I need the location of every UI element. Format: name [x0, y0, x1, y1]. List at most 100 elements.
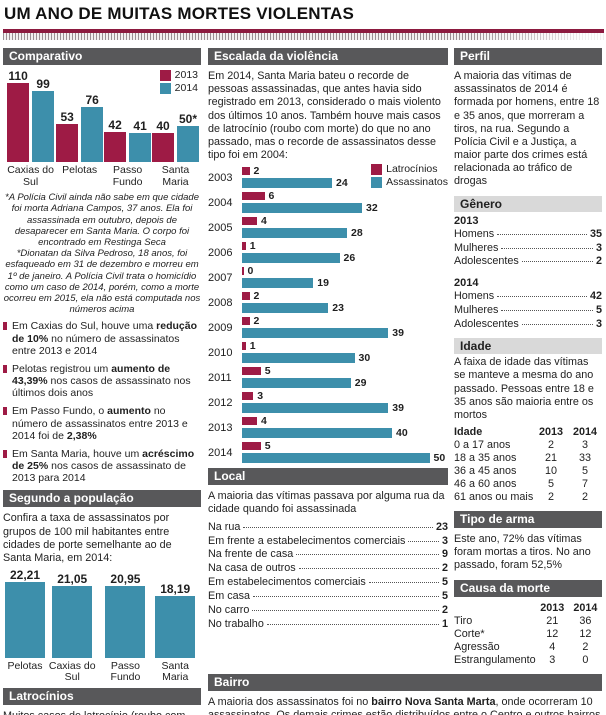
escalada-chart: 2003 2 24 2004 6 32 2005 4 28 2006 1 26 2007 0 19 2008 2… [208, 163, 448, 464]
populacao-intro: Confira a taxa de assassinatos por grupo… [3, 512, 172, 564]
table-cell: 2 [547, 439, 554, 452]
bar-value: 1 [249, 340, 256, 353]
bullet-pelotas: Pelotas registrou um aumento de 43,39% n… [3, 363, 201, 400]
year-row: 2011 5 29 [208, 366, 448, 389]
bar-line: 2 [242, 291, 448, 302]
bar [242, 427, 392, 438]
bar [7, 83, 30, 163]
bar [52, 586, 93, 658]
bar-line: 19 [242, 278, 448, 289]
year-row: 2013 4 40 [208, 416, 448, 439]
bar-pair: 20,95 [105, 573, 146, 658]
bar [242, 327, 389, 338]
bar-column: 76 [81, 93, 104, 163]
bullet-passo-fundo: Em Passo Fundo, o aumento no número de a… [3, 405, 201, 442]
middle-right-row: Escalada da violência Em 2014, Santa Mar… [208, 48, 602, 667]
leader-value: 42 [589, 290, 602, 303]
text-segment: redução de 10% [12, 320, 198, 345]
bar-value: 76 [85, 93, 99, 108]
data-table: Idade 2013 2014 0 a 17 anos 2 3 18 a 35 anos 21… [454, 426, 602, 504]
bar-line: 40 [242, 428, 448, 439]
leader-label: Homens [454, 290, 495, 303]
bar [242, 442, 261, 451]
bar-line: 2 [242, 316, 448, 327]
bar-value: 22,21 [9, 568, 41, 583]
table-row: Agressão 4 2 [454, 641, 602, 654]
year-row: 2008 2 23 [208, 291, 448, 314]
leader-label: Na frente de casa [208, 548, 294, 561]
leader-dots [298, 568, 439, 570]
leader-label: Na casa de outros [208, 562, 296, 575]
legend-label: Latrocínios [386, 163, 438, 176]
bar [242, 217, 257, 226]
leader-label: Na rua [208, 520, 241, 533]
bar-pair: 18,19 [155, 583, 196, 658]
table-cell: 0 a 17 anos [454, 439, 511, 452]
leader-row: Em frente a estabelecimentos comerciais 3 [208, 535, 448, 548]
leader-row: Em casa 5 [208, 590, 448, 603]
bar-line: 2 [242, 166, 448, 177]
section-header-arma: Tipo de arma [454, 511, 602, 529]
table-row: Estrangulamento 3 0 [454, 654, 602, 667]
leader-value: 3 [595, 318, 602, 331]
table-cell: Estrangulamento [454, 653, 536, 666]
leader-value: 2 [441, 604, 448, 617]
middle-column: Escalada da violência Em 2014, Santa Mar… [208, 48, 448, 667]
legend-item: 2014 [159, 83, 198, 94]
text-segment: bairro Nova Santa Marta [371, 695, 496, 708]
local-intro: A maioria das vítimas passava por alguma… [208, 490, 445, 516]
table-cell: 12 [579, 627, 592, 640]
bar-value: 26 [343, 251, 356, 264]
leader-value: 5 [441, 576, 448, 589]
leader-value: 5 [595, 304, 602, 317]
table-cell: 46 a 60 anos [454, 478, 517, 491]
bar-value: 5 [264, 365, 271, 378]
bar-value: 30 [358, 351, 371, 364]
section-header-latrocinios: Latrocínios [3, 687, 201, 705]
bar-category-label: Pelotas [62, 164, 98, 177]
leader-label: Em estabelecimentos comerciais [208, 576, 366, 589]
bar-value: 19 [317, 276, 329, 289]
year-bars: 4 28 [242, 216, 448, 239]
bar-column: 20,95 [105, 573, 146, 658]
section-header-comparativo: Comparativo [3, 48, 201, 65]
leader-value: 9 [441, 548, 448, 561]
bar [177, 126, 199, 163]
text-segment: no número de assassinatos entre 2013 e 2… [12, 405, 188, 442]
bar-line: 26 [242, 253, 448, 264]
table-cell: 12 [546, 627, 559, 640]
bar-value: 24 [336, 176, 348, 189]
bar [242, 292, 250, 301]
table-row: 0 a 17 anos 2 3 [454, 439, 602, 452]
table-cell: 36 [579, 614, 592, 627]
year-label: 2009 [208, 321, 233, 334]
legend-item: 2013 [159, 70, 198, 81]
legend-swatch [159, 70, 171, 81]
table-cell: 5 [547, 478, 554, 491]
bar-column: 40 [152, 120, 174, 163]
bar [152, 133, 174, 163]
leader-dots [501, 247, 593, 249]
bar [129, 132, 152, 163]
text-segment: no número de assassinatos entre 2013 e 2… [12, 332, 180, 357]
year-row: 2014 5 50 [208, 441, 448, 464]
legend-item: Latrocínios [371, 163, 448, 176]
section-header-populacao: Segundo a população [3, 490, 201, 508]
title-rule [3, 29, 604, 33]
populacao-chart: 22,21 Pelotas 21,05 Caxias do Sul 20,95 Passo… [3, 569, 201, 684]
leader-label: Em frente a estabelecimentos comerciais [208, 534, 406, 547]
leader-dots [253, 596, 439, 598]
bar-group: 110 99 Caxias do Sul [5, 70, 56, 188]
table-row: Corte* 12 12 [454, 628, 602, 641]
bar-line: 28 [242, 228, 448, 239]
bar-category-label: Santa Maria [161, 164, 190, 188]
bar-value: 29 [354, 376, 367, 389]
year-label: 2004 [208, 196, 233, 209]
bar-column: 22,21 [5, 569, 45, 658]
table-header-cell: Idade [454, 426, 483, 439]
comparativo-bullets: Em Caxias do Sul, houve uma redução de 1… [3, 320, 201, 484]
bar-value: 41 [133, 118, 147, 133]
leader-row: Na rua 23 [208, 521, 448, 534]
bar [242, 242, 246, 251]
table-row: 61 anos ou mais 2 2 [454, 491, 602, 504]
